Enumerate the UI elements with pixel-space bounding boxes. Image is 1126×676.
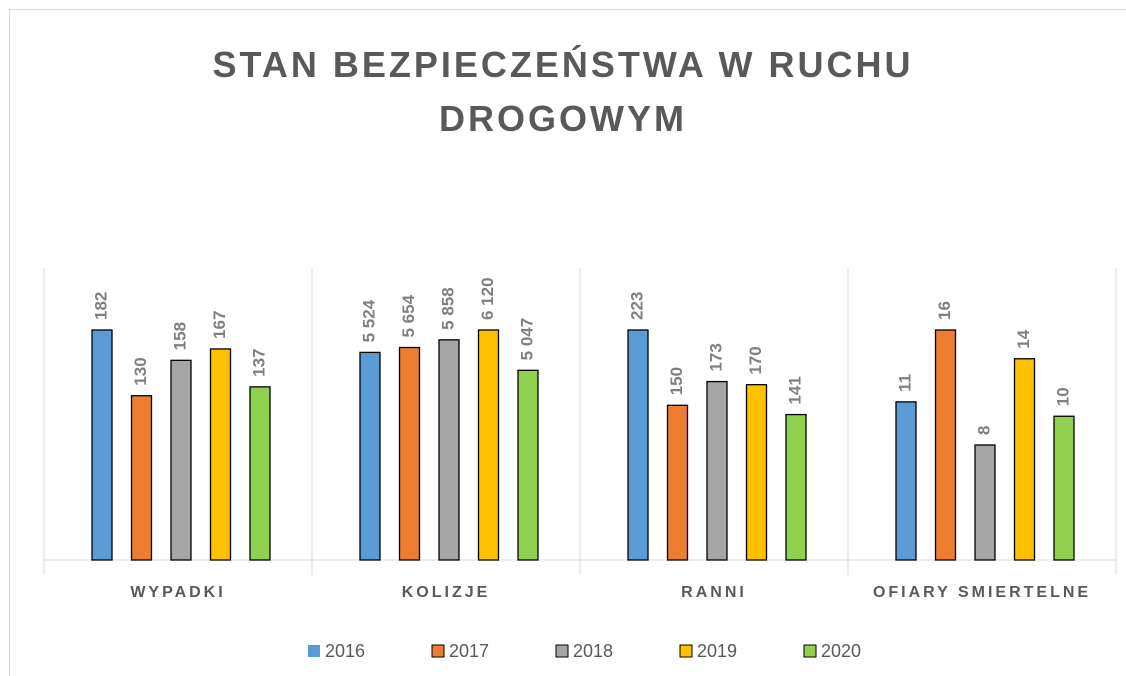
value-label: 5 858 bbox=[438, 287, 457, 330]
value-label: 11 bbox=[895, 374, 914, 392]
bar bbox=[1013, 358, 1036, 561]
bar bbox=[895, 401, 917, 561]
legend-swatch bbox=[555, 644, 569, 658]
legend-label: 2019 bbox=[697, 641, 737, 661]
value-label: 10 bbox=[1053, 387, 1072, 406]
x-tick-label: RANNI bbox=[681, 584, 747, 601]
bar bbox=[130, 395, 153, 561]
value-label: 5 524 bbox=[359, 299, 378, 342]
bar bbox=[666, 404, 689, 561]
legend-label: 2020 bbox=[821, 641, 861, 661]
bar bbox=[627, 329, 649, 561]
value-label: 223 bbox=[627, 292, 646, 320]
value-label: 16 bbox=[935, 301, 954, 320]
bar bbox=[745, 384, 768, 561]
bar bbox=[438, 339, 460, 561]
legend-swatch bbox=[308, 645, 320, 657]
legend-label: 2016 bbox=[325, 641, 365, 661]
bar bbox=[170, 359, 192, 561]
bar bbox=[477, 329, 500, 561]
bar bbox=[1053, 415, 1075, 561]
value-label: 8 bbox=[974, 426, 993, 435]
bar bbox=[398, 346, 421, 561]
value-label: 182 bbox=[91, 292, 110, 320]
x-tick-label: OFIARY SMIERTELNE bbox=[873, 584, 1091, 601]
value-label: 137 bbox=[249, 348, 268, 376]
value-label: 130 bbox=[131, 357, 150, 385]
bar bbox=[209, 348, 232, 561]
value-label: 5 047 bbox=[517, 318, 536, 361]
bar bbox=[785, 413, 807, 561]
bar bbox=[706, 380, 728, 561]
x-tick-label: KOLIZJE bbox=[402, 584, 491, 601]
bar bbox=[91, 329, 113, 561]
value-label: 14 bbox=[1014, 329, 1033, 348]
bar bbox=[974, 444, 996, 561]
value-label: 150 bbox=[667, 367, 686, 395]
bar bbox=[359, 351, 381, 561]
legend-label: 2018 bbox=[573, 641, 613, 661]
bar bbox=[934, 329, 957, 561]
value-label: 141 bbox=[785, 376, 804, 404]
chart-title: STAN BEZPIECZEŃSTWA W RUCHU DROGOWYM bbox=[212, 44, 914, 139]
legend-swatch bbox=[679, 644, 693, 658]
value-label: 5 654 bbox=[399, 294, 418, 337]
legend-swatch bbox=[431, 644, 445, 658]
value-label: 170 bbox=[746, 346, 765, 374]
legend-label: 2017 bbox=[449, 641, 489, 661]
value-label: 167 bbox=[210, 311, 229, 339]
value-label: 158 bbox=[170, 322, 189, 350]
value-label: 173 bbox=[706, 343, 725, 371]
x-tick-label: WYPADKI bbox=[130, 584, 225, 601]
bar bbox=[517, 369, 539, 561]
bar bbox=[249, 386, 271, 561]
value-label: 6 120 bbox=[478, 277, 497, 320]
legend-swatch bbox=[803, 644, 817, 658]
chart-frame bbox=[9, 9, 1126, 676]
